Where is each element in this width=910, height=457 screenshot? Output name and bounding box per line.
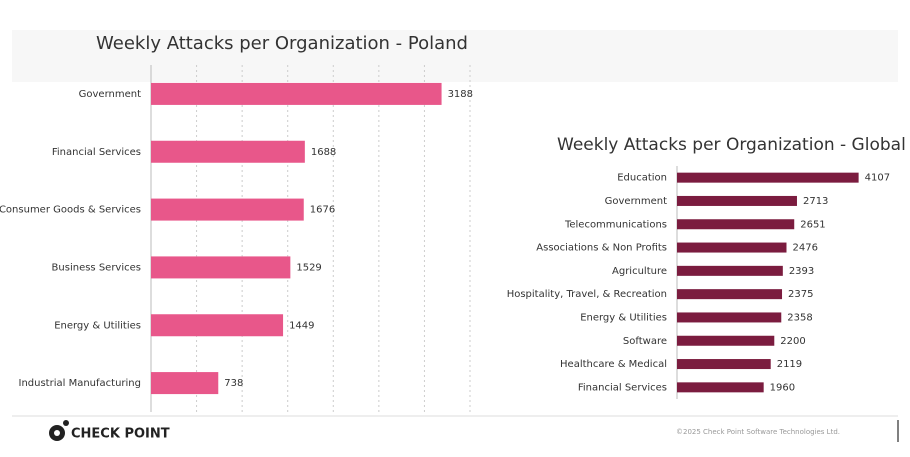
y-tick-label: Energy & Utilities: [54, 320, 141, 331]
y-tick-label: Education: [617, 173, 667, 184]
value-label: 2375: [788, 289, 813, 300]
bar: [151, 314, 284, 337]
value-label: 2713: [803, 196, 828, 207]
bar: [677, 265, 783, 276]
bar: [151, 372, 219, 395]
value-label: 3188: [448, 89, 473, 100]
y-tick-label: Energy & Utilities: [580, 312, 667, 323]
bar: [677, 312, 782, 323]
bar: [151, 198, 304, 221]
y-tick-label: Financial Services: [578, 382, 667, 393]
chart-title: Weekly Attacks per Organization - Global: [557, 135, 906, 155]
bar: [677, 359, 771, 370]
bar: [677, 382, 764, 393]
value-label: 1688: [311, 147, 336, 158]
value-label: 1676: [310, 205, 335, 216]
y-tick-label: Government: [79, 89, 141, 100]
value-label: 2119: [777, 359, 802, 370]
title-band: [12, 30, 898, 82]
bar: [151, 256, 291, 279]
value-label: 2476: [792, 243, 817, 254]
y-tick-label: Telecommunications: [564, 219, 667, 230]
y-tick-label: Agriculture: [612, 266, 667, 277]
y-tick-label: Consumer Goods & Services: [0, 205, 141, 216]
brand: CHECK POINT: [71, 427, 170, 442]
value-label: 1449: [289, 320, 314, 331]
bar: [677, 195, 797, 206]
y-tick-label: Associations & Non Profits: [536, 243, 667, 254]
value-label: 2200: [780, 336, 805, 347]
value-label: 738: [224, 378, 243, 389]
y-tick-label: Industrial Manufacturing: [19, 378, 142, 389]
logo-mark: [54, 430, 60, 436]
bar: [677, 335, 775, 346]
y-tick-label: Software: [623, 336, 667, 347]
y-tick-label: Government: [605, 196, 667, 207]
bar: [677, 219, 795, 230]
y-tick-label: Hospitality, Travel, & Recreation: [507, 289, 667, 300]
value-label: 1960: [770, 382, 795, 393]
y-tick-label: Business Services: [52, 262, 141, 273]
y-tick-label: Financial Services: [52, 147, 141, 158]
value-label: 4107: [865, 173, 890, 184]
chart-title: Weekly Attacks per Organization - Poland: [96, 33, 468, 54]
bar: [677, 242, 787, 253]
value-label: 1529: [296, 262, 321, 273]
bar: [677, 289, 783, 300]
bar: [151, 140, 305, 163]
value-label: 2651: [800, 219, 825, 230]
value-label: 2393: [789, 266, 814, 277]
copyright: ©2025 Check Point Software Technologies …: [676, 428, 840, 436]
value-label: 2358: [787, 312, 812, 323]
y-tick-label: Healthcare & Medical: [560, 359, 667, 370]
bar: [677, 172, 859, 183]
logo-mark: [63, 420, 69, 426]
bar: [151, 82, 442, 105]
